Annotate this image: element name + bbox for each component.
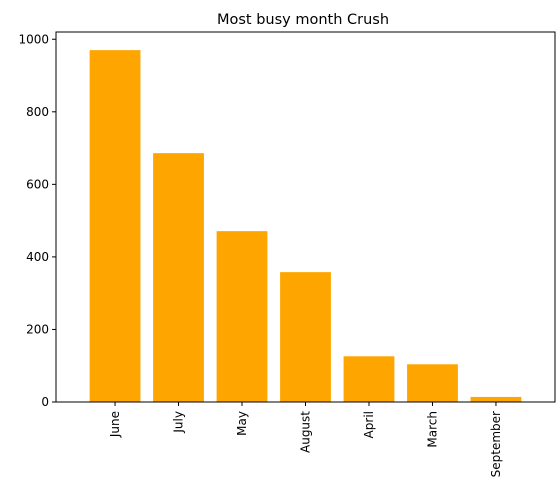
plot-frame — [55, 31, 556, 403]
x-tick-label: July — [172, 411, 186, 434]
y-tick-label: 400 — [26, 250, 49, 264]
y-tick-label: 800 — [26, 105, 49, 119]
bar-march — [407, 364, 458, 402]
bar-july — [153, 153, 204, 402]
bars-group — [89, 50, 522, 402]
x-tick-label: March — [425, 411, 439, 448]
x-axis: June July May August April March September — [108, 402, 503, 477]
y-tick-label: 600 — [26, 177, 49, 191]
x-tick-label: May — [235, 411, 249, 436]
y-axis: 0 200 400 600 800 1000 — [18, 32, 56, 409]
y-tick-label: 0 — [41, 395, 49, 409]
bar-august — [280, 272, 331, 402]
chart-title: Most busy month Crush — [217, 12, 389, 28]
x-tick-label: September — [489, 411, 503, 477]
x-tick-label: June — [108, 411, 122, 438]
bar-september — [470, 396, 522, 402]
bar-may — [216, 231, 268, 402]
x-tick-label: August — [299, 411, 313, 453]
y-tick-label: 200 — [26, 322, 49, 336]
x-tick-label: April — [362, 411, 376, 438]
y-tick-label: 1000 — [18, 32, 49, 46]
bar-april — [343, 356, 395, 402]
bar-june — [89, 50, 141, 402]
